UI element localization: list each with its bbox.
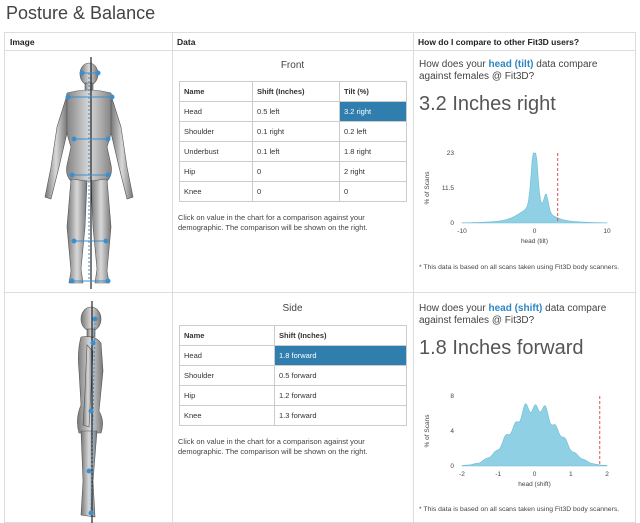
header-image: Image: [5, 33, 172, 51]
x-tick-label: 2: [605, 471, 609, 478]
side-body-figure: [77, 301, 104, 523]
y-tick-label: 4: [450, 428, 454, 435]
row-name: Shoulder: [179, 365, 275, 386]
column-divider: [413, 33, 414, 522]
distribution-area: [461, 152, 608, 224]
column-divider: [172, 33, 173, 522]
y-axis-label: % of Scans: [424, 171, 431, 205]
side-result-value: 1.8 Inches forward: [419, 337, 584, 359]
question-text: data compare against females @ Fit3D?: [419, 303, 607, 326]
tilt-value[interactable]: 2 right: [339, 161, 407, 182]
row-name: Knee: [179, 405, 275, 426]
front-body-figure: [44, 57, 134, 289]
row-name: Underbust: [179, 141, 253, 162]
question-text: data compare against females @ Fit3D?: [419, 59, 598, 82]
tilt-value[interactable]: 0.2 left: [339, 121, 407, 142]
table-row: Knee 0 0: [179, 181, 407, 202]
front-footnote: * This data is based on all scans taken …: [419, 264, 620, 271]
x-axis-label: head (tilt): [521, 238, 548, 245]
x-tick-label: 0: [533, 228, 537, 235]
column-header-name: Name: [179, 81, 253, 102]
y-axis-label: % of Scans: [424, 414, 431, 448]
side-compare-question: How does your head (shift) data compare …: [419, 303, 631, 327]
row-name: Hip: [179, 161, 253, 182]
front-instruction-note: Click on value in the chart for a compar…: [178, 213, 368, 232]
x-tick-label: 10: [603, 228, 611, 235]
y-tick-label: 23: [447, 150, 455, 157]
distribution-area: [461, 403, 608, 467]
shift-value[interactable]: 0.5 forward: [274, 365, 407, 386]
table-row: Head 0.5 left 3.2 right: [179, 101, 407, 122]
posture-table: Image Data How do I compare to other Fit…: [4, 32, 636, 523]
question-metric: head (shift): [488, 303, 543, 314]
x-tick-label: 1: [569, 471, 573, 478]
table-row: Shoulder 0.5 forward: [179, 365, 407, 386]
column-header-shift: Shift (Inches): [274, 325, 407, 346]
row-divider: [5, 292, 635, 293]
head-shift-distribution-chart[interactable]: % of Scans 8 4 0 -2 -1 0 1 2 head (shift): [417, 388, 632, 488]
shift-value[interactable]: 1.3 forward: [274, 405, 407, 426]
y-tick-label: 0: [450, 463, 454, 470]
tilt-value[interactable]: 3.2 right: [339, 101, 407, 122]
column-header-shift: Shift (Inches): [252, 81, 340, 102]
y-tick-label: 0: [450, 220, 454, 227]
row-name: Head: [179, 101, 253, 122]
column-header-name: Name: [179, 325, 275, 346]
side-footnote: * This data is based on all scans taken …: [419, 506, 620, 513]
shift-value[interactable]: 0.1 right: [252, 121, 340, 142]
x-axis-label: head (shift): [518, 481, 551, 488]
table-row: Knee 1.3 forward: [179, 405, 407, 426]
column-header-tilt: Tilt (%): [339, 81, 407, 102]
table-row: Hip 1.2 forward: [179, 385, 407, 406]
shift-value[interactable]: 0: [252, 181, 340, 202]
table-row: Hip 0 2 right: [179, 161, 407, 182]
tilt-value[interactable]: 1.8 right: [339, 141, 407, 162]
row-name: Shoulder: [179, 121, 253, 142]
front-result-value: 3.2 Inches right: [419, 93, 556, 115]
question-text: How does your: [419, 59, 489, 70]
shift-value[interactable]: 1.2 forward: [274, 385, 407, 406]
row-name: Head: [179, 345, 275, 366]
front-data-table: Name Shift (Inches) Tilt (%) Head 0.5 le…: [179, 81, 407, 202]
question-metric: head (tilt): [488, 59, 534, 70]
header-data: Data: [172, 33, 413, 51]
header-compare: How do I compare to other Fit3D users?: [413, 33, 635, 51]
front-subtitle: Front: [280, 60, 305, 71]
shift-value[interactable]: 0.1 left: [252, 141, 340, 162]
side-data-table: Name Shift (Inches) Head 1.8 forward Sho…: [179, 325, 407, 426]
x-tick-label: -1: [495, 471, 501, 478]
front-compare-question: How does your head (tilt) data compare a…: [419, 59, 631, 83]
x-tick-label: 0: [533, 471, 537, 478]
y-tick-label: 8: [450, 393, 454, 400]
x-tick-label: -2: [459, 471, 465, 478]
table-row: Shoulder 0.1 right 0.2 left: [179, 121, 407, 142]
side-instruction-note: Click on value in the chart for a compar…: [178, 437, 368, 456]
shift-value[interactable]: 1.8 forward: [274, 345, 407, 366]
row-name: Hip: [179, 385, 275, 406]
row-name: Knee: [179, 181, 253, 202]
x-tick-label: -10: [457, 228, 467, 235]
page-title: Posture & Balance: [6, 3, 156, 23]
tilt-value[interactable]: 0: [339, 181, 407, 202]
table-row: Underbust 0.1 left 1.8 right: [179, 141, 407, 162]
table-row: Head 1.8 forward: [179, 345, 407, 366]
shift-value[interactable]: 0: [252, 161, 340, 182]
shift-value[interactable]: 0.5 left: [252, 101, 340, 122]
y-tick-label: 11.5: [442, 185, 455, 192]
side-subtitle: Side: [282, 303, 303, 314]
question-text: How does your: [419, 303, 489, 314]
